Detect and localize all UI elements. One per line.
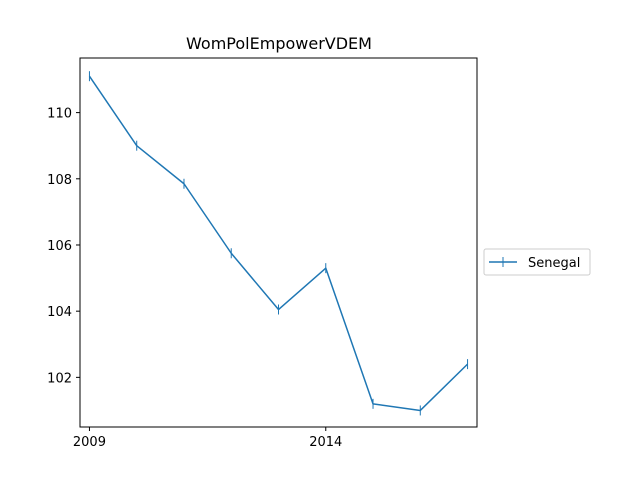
x-tick-label: 2009 — [73, 435, 106, 450]
y-tick-label: 104 — [47, 305, 72, 320]
chart-title: WomPolEmpowerVDEM — [186, 34, 372, 53]
y-tick-label: 110 — [47, 107, 72, 122]
x-tick-label: 2014 — [309, 435, 342, 450]
legend-frame — [483, 248, 591, 276]
legend-label: Senegal — [528, 256, 580, 271]
plot-frame — [79, 57, 478, 428]
y-tick-label: 102 — [47, 371, 72, 386]
y-tick-label: 106 — [47, 239, 72, 254]
y-tick-label: 108 — [47, 173, 72, 188]
legend: Senegal — [483, 248, 591, 276]
